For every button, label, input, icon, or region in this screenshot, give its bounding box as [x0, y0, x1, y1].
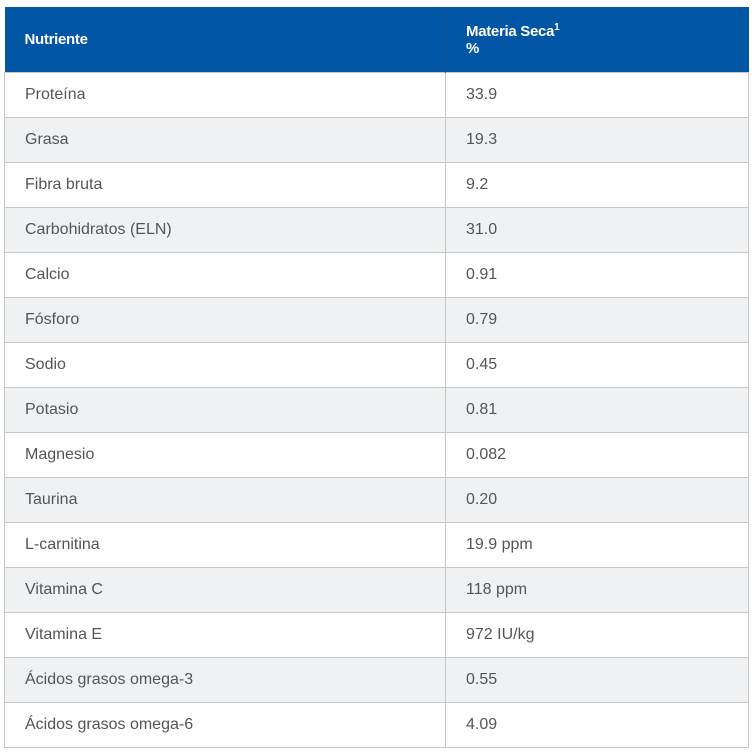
table-row: Proteína 33.9: [4, 72, 749, 118]
nutrient-name: Ácidos grasos omega-6: [4, 702, 446, 748]
header-nutriente: Nutriente: [4, 7, 446, 73]
nutrient-value: 0.20: [445, 477, 749, 523]
nutrient-table: Nutriente Materia Seca1% Proteína 33.9 Gra…: [4, 7, 749, 748]
nutrient-value: 0.082: [445, 432, 749, 478]
nutrient-value: 9.2: [445, 162, 749, 208]
nutrient-value: 0.81: [445, 387, 749, 433]
table-row: Magnesio 0.082: [4, 432, 749, 478]
nutrient-value: 19.9 ppm: [445, 522, 749, 568]
nutrient-value: 19.3: [445, 117, 749, 163]
table-row: Taurina 0.20: [4, 477, 749, 523]
nutrient-value: 0.91: [445, 252, 749, 298]
nutrient-name: Carbohidratos (ELN): [4, 207, 446, 253]
nutrient-name: Fibra bruta: [4, 162, 446, 208]
table-row: Fósforo 0.79: [4, 297, 749, 343]
table-row: Ácidos grasos omega-6 4.09: [4, 702, 749, 748]
nutrient-name: Fósforo: [4, 297, 446, 343]
table-row: Fibra bruta 9.2: [4, 162, 749, 208]
table-header-row: Nutriente Materia Seca1%: [4, 7, 749, 73]
nutrient-name: Ácidos grasos omega-3: [4, 657, 446, 703]
table-row: Potasio 0.81: [4, 387, 749, 433]
table-row: Vitamina C 118 ppm: [4, 567, 749, 613]
header-materia-seca-label: Materia Seca: [466, 23, 555, 40]
table-row: Grasa 19.3: [4, 117, 749, 163]
nutrient-name: Grasa: [4, 117, 446, 163]
nutrient-value: 0.55: [445, 657, 749, 703]
nutrient-value: 118 ppm: [445, 567, 749, 613]
nutrient-name: Vitamina C: [4, 567, 446, 613]
nutrient-value: 4.09: [445, 702, 749, 748]
nutrient-name: Potasio: [4, 387, 446, 433]
table-row: Sodio 0.45: [4, 342, 749, 388]
footnote-ref: 1: [554, 22, 560, 33]
header-unit: %: [466, 40, 480, 57]
nutrient-name: Proteína: [4, 72, 446, 118]
table-row: Vitamina E 972 IU/kg: [4, 612, 749, 658]
nutrient-value: 972 IU/kg: [445, 612, 749, 658]
table-row: Carbohidratos (ELN) 31.0: [4, 207, 749, 253]
header-materia-seca: Materia Seca1%: [445, 7, 749, 73]
nutrient-name: Magnesio: [4, 432, 446, 478]
nutrient-name: Sodio: [4, 342, 446, 388]
nutrient-value: 31.0: [445, 207, 749, 253]
table-row: L-carnitina 19.9 ppm: [4, 522, 749, 568]
nutrient-name: Taurina: [4, 477, 446, 523]
table-row: Calcio 0.91: [4, 252, 749, 298]
nutrient-value: 0.79: [445, 297, 749, 343]
nutrient-value: 33.9: [445, 72, 749, 118]
table-row: Ácidos grasos omega-3 0.55: [4, 657, 749, 703]
nutrient-name: L-carnitina: [4, 522, 446, 568]
nutrient-value: 0.45: [445, 342, 749, 388]
nutrient-name: Vitamina E: [4, 612, 446, 658]
nutrient-name: Calcio: [4, 252, 446, 298]
